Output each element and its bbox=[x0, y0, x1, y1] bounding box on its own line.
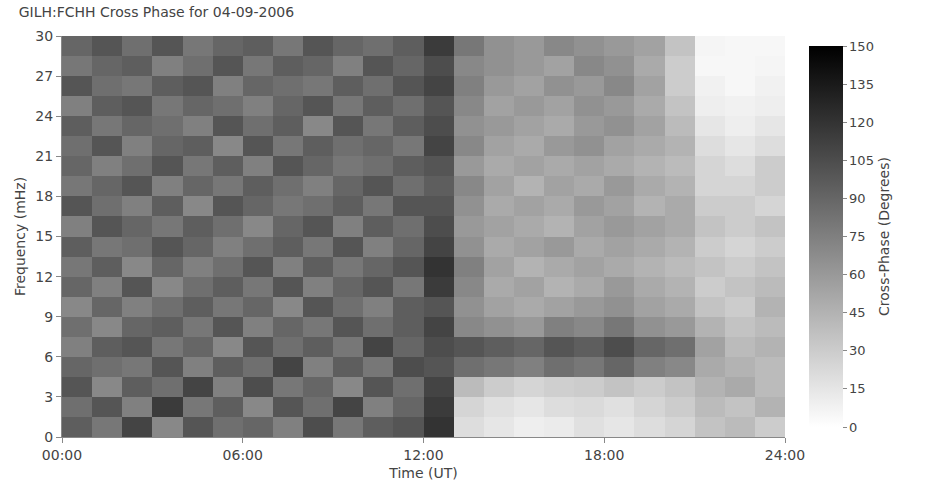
svg-text:0: 0 bbox=[849, 420, 857, 435]
svg-text:24: 24 bbox=[35, 108, 53, 124]
svg-text:Cross-Phase (Degrees): Cross-Phase (Degrees) bbox=[876, 157, 892, 316]
svg-text:Frequency (mHz): Frequency (mHz) bbox=[12, 177, 28, 296]
svg-text:150: 150 bbox=[849, 39, 874, 54]
svg-text:60: 60 bbox=[849, 267, 866, 282]
svg-text:135: 135 bbox=[849, 77, 874, 92]
svg-text:30: 30 bbox=[35, 28, 53, 44]
svg-text:18:00: 18:00 bbox=[584, 447, 624, 463]
svg-text:15: 15 bbox=[35, 228, 53, 244]
svg-text:06:00: 06:00 bbox=[223, 447, 263, 463]
svg-text:30: 30 bbox=[849, 343, 866, 358]
svg-text:GILH:FCHH Cross Phase for 04-0: GILH:FCHH Cross Phase for 04-09-2006 bbox=[19, 4, 295, 20]
svg-text:45: 45 bbox=[849, 305, 866, 320]
svg-text:6: 6 bbox=[44, 349, 53, 365]
svg-text:12: 12 bbox=[35, 269, 53, 285]
svg-text:15: 15 bbox=[849, 381, 866, 396]
svg-text:24:00: 24:00 bbox=[765, 447, 805, 463]
svg-text:75: 75 bbox=[849, 229, 866, 244]
svg-text:27: 27 bbox=[35, 68, 53, 84]
svg-text:9: 9 bbox=[44, 309, 53, 325]
svg-text:12:00: 12:00 bbox=[403, 447, 443, 463]
svg-text:21: 21 bbox=[35, 148, 53, 164]
svg-text:120: 120 bbox=[849, 115, 874, 130]
svg-text:105: 105 bbox=[849, 153, 874, 168]
svg-text:Time (UT): Time (UT) bbox=[388, 465, 457, 481]
svg-text:00:00: 00:00 bbox=[42, 447, 82, 463]
svg-text:3: 3 bbox=[44, 389, 53, 405]
svg-text:90: 90 bbox=[849, 191, 866, 206]
svg-text:0: 0 bbox=[44, 429, 53, 445]
svg-text:18: 18 bbox=[35, 188, 53, 204]
